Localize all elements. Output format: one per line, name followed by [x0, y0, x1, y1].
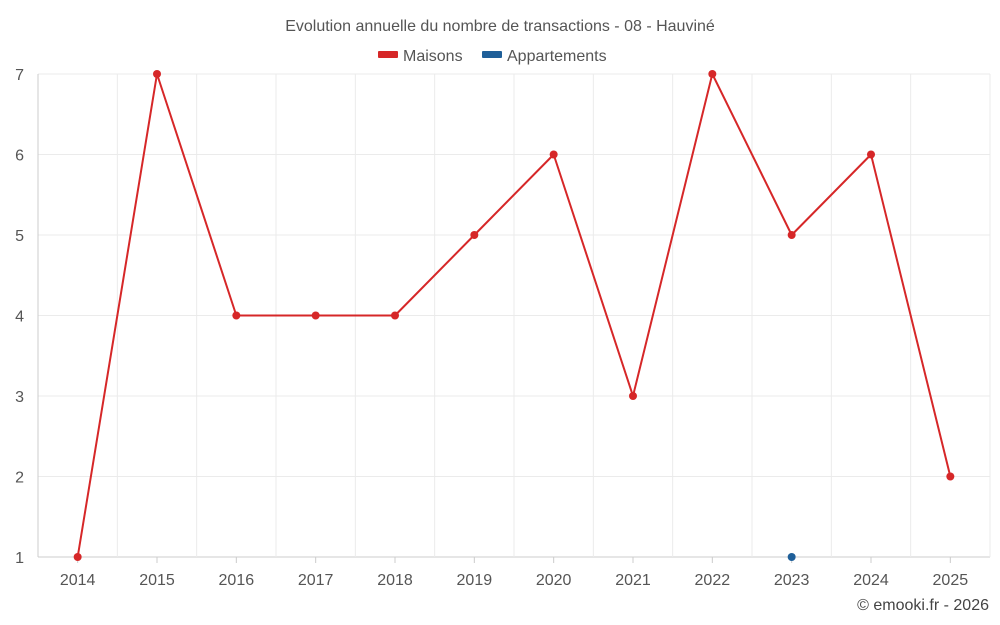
x-tick-label-2019: 2019 — [457, 572, 493, 589]
y-tick-label-6: 6 — [15, 148, 24, 165]
y-tick-label-3: 3 — [15, 389, 24, 406]
y-tick-label-1: 1 — [15, 550, 24, 567]
point-maisons-2019[interactable] — [470, 231, 479, 239]
point-maisons-2020[interactable] — [549, 150, 558, 159]
point-maisons-2017[interactable] — [311, 311, 320, 320]
point-maisons-2015[interactable] — [153, 70, 161, 78]
legend-item-maisons[interactable]: Maisons — [378, 48, 463, 65]
x-tick-label-2023: 2023 — [774, 572, 810, 589]
x-tick-label-2017: 2017 — [298, 572, 334, 589]
grid — [37, 73, 991, 558]
y-axis-ticks: 1 2 3 4 5 6 7 — [15, 67, 24, 567]
credit-text: © emooki.fr - 2026 — [857, 597, 989, 614]
legend-label-appartements: Appartements — [507, 48, 607, 65]
y-tick-label-7: 7 — [15, 67, 24, 84]
x-tick-label-2016: 2016 — [219, 572, 255, 589]
series-layer — [73, 70, 955, 561]
legend-swatch-maisons — [378, 51, 398, 58]
point-maisons-2018[interactable] — [391, 311, 399, 320]
legend-swatch-appartements — [482, 51, 502, 58]
point-maisons-2023[interactable] — [787, 231, 796, 239]
legend-item-appartements[interactable]: Appartements — [482, 48, 607, 65]
x-tick-label-2024: 2024 — [853, 572, 889, 589]
point-maisons-2016[interactable] — [232, 311, 241, 320]
y-tick-label-2: 2 — [15, 470, 24, 487]
chart-title: Evolution annuelle du nombre de transact… — [285, 18, 715, 35]
x-tick-label-2021: 2021 — [615, 572, 651, 589]
point-maisons-2025[interactable] — [946, 472, 955, 481]
series-line-maisons — [76, 73, 952, 558]
point-maisons-2021[interactable] — [629, 392, 637, 400]
x-axis-ticks: 2014 2015 2016 2017 2018 2019 2020 2021 2022 2023… — [60, 557, 968, 589]
point-maisons-2024[interactable] — [867, 150, 875, 159]
point-appartements-2023[interactable] — [787, 553, 796, 561]
x-tick-label-2022: 2022 — [695, 572, 731, 589]
x-tick-label-2014: 2014 — [60, 572, 96, 589]
x-tick-label-2015: 2015 — [139, 572, 175, 589]
x-tick-label-2020: 2020 — [536, 572, 572, 589]
legend-label-maisons: Maisons — [403, 48, 463, 65]
y-tick-label-5: 5 — [15, 228, 24, 245]
point-maisons-2022[interactable] — [708, 70, 717, 78]
y-tick-label-4: 4 — [15, 309, 24, 326]
legend: Maisons Appartements — [378, 48, 607, 65]
x-tick-label-2018: 2018 — [377, 572, 413, 589]
point-maisons-2014[interactable] — [73, 553, 82, 561]
x-tick-label-2025: 2025 — [933, 572, 969, 589]
